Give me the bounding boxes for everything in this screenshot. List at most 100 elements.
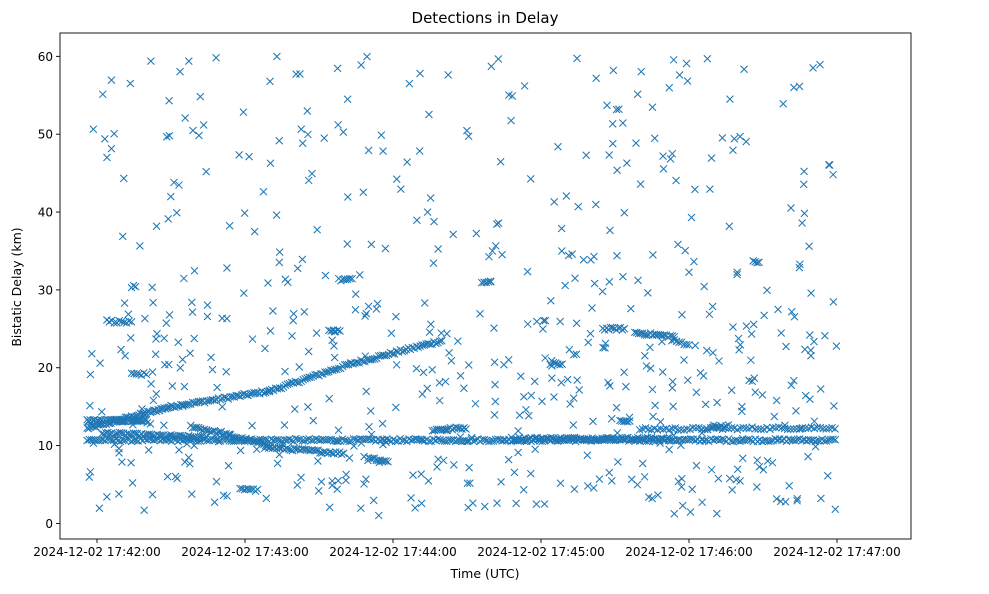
data-point — [643, 289, 652, 297]
data-point — [117, 317, 126, 326]
data-point — [453, 337, 462, 345]
data-point — [210, 498, 219, 507]
data-point — [671, 437, 680, 445]
data-point — [718, 133, 727, 142]
data-point — [416, 435, 425, 444]
data-point — [341, 476, 350, 485]
data-point — [829, 170, 838, 179]
data-point — [575, 386, 584, 394]
data-point — [162, 132, 171, 141]
data-point — [612, 105, 621, 114]
data-point — [297, 125, 306, 134]
data-point — [434, 435, 442, 444]
data-point — [417, 470, 426, 479]
data-point — [120, 318, 129, 327]
data-point — [203, 312, 212, 321]
data-point — [86, 467, 95, 476]
data-point — [283, 278, 292, 287]
data-point — [656, 424, 665, 433]
data-point — [609, 66, 618, 75]
data-point — [744, 435, 753, 444]
data-point — [677, 483, 686, 491]
data-point — [712, 509, 721, 518]
data-point — [819, 424, 828, 433]
data-point — [111, 430, 120, 439]
data-point — [434, 455, 443, 464]
data-point — [825, 161, 834, 169]
data-point — [751, 425, 759, 433]
data-point — [360, 480, 368, 488]
data-point — [118, 458, 126, 466]
data-point — [665, 83, 674, 92]
data-point — [640, 472, 649, 481]
data-point — [107, 76, 116, 84]
data-point — [423, 208, 432, 216]
data-point — [572, 350, 581, 359]
data-point — [491, 242, 500, 250]
data-point — [351, 290, 360, 298]
data-point — [736, 132, 745, 141]
data-point — [599, 343, 607, 352]
data-point — [795, 82, 804, 91]
data-point — [178, 355, 187, 364]
data-point — [486, 277, 495, 286]
data-point — [831, 505, 840, 514]
data-point — [709, 348, 717, 357]
data-point — [339, 128, 348, 137]
data-point — [148, 283, 157, 292]
data-point — [724, 421, 733, 429]
data-point — [729, 323, 737, 331]
data-point — [392, 360, 401, 369]
data-point — [148, 368, 157, 376]
data-point — [774, 305, 782, 314]
data-point — [309, 416, 318, 425]
data-point — [799, 180, 808, 189]
data-point — [613, 166, 622, 175]
data-point — [494, 219, 503, 227]
data-point — [124, 310, 133, 319]
data-point — [668, 149, 677, 158]
data-point — [280, 421, 289, 429]
data-point — [683, 77, 692, 85]
data-point — [715, 357, 723, 365]
data-point — [755, 258, 763, 267]
data-point — [798, 219, 807, 227]
data-point — [746, 356, 755, 365]
data-point — [314, 457, 322, 465]
data-point — [669, 402, 678, 411]
data-point — [763, 457, 772, 465]
data-point — [212, 53, 220, 62]
data-point — [364, 146, 373, 155]
data-point — [433, 463, 441, 471]
data-point — [83, 424, 92, 432]
data-point — [774, 423, 783, 431]
data-point — [493, 499, 501, 508]
data-point — [462, 425, 470, 433]
data-point — [184, 453, 193, 462]
data-point — [830, 402, 838, 410]
data-point — [689, 423, 697, 432]
data-point — [391, 403, 400, 412]
data-point — [387, 329, 396, 338]
data-point — [275, 248, 284, 256]
data-point — [586, 329, 595, 338]
data-point — [635, 426, 644, 434]
data-point — [783, 425, 792, 434]
data-point — [633, 433, 642, 442]
data-point — [415, 147, 424, 155]
data-point — [688, 485, 697, 494]
data-point — [437, 329, 446, 337]
data-point — [618, 326, 627, 334]
data-point — [139, 410, 148, 418]
data-point — [687, 435, 695, 443]
data-point — [579, 255, 588, 264]
data-point — [552, 435, 561, 444]
data-point — [413, 216, 421, 225]
data-point — [659, 152, 667, 161]
data-point — [159, 421, 168, 430]
data-point — [514, 427, 523, 435]
data-point — [445, 349, 453, 357]
data-point — [650, 134, 659, 143]
data-point — [330, 353, 339, 362]
